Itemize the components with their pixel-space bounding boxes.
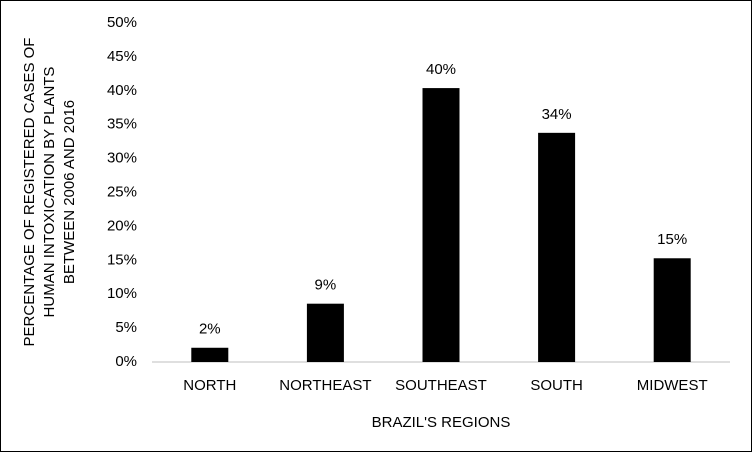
- bar: [653, 258, 691, 362]
- y-tick-label: 25%: [107, 183, 137, 200]
- y-tick-label: 20%: [107, 217, 137, 234]
- data-label: 40%: [426, 61, 456, 78]
- x-tick-label: SOUTH: [530, 377, 583, 394]
- y-tick-label: 30%: [107, 150, 137, 167]
- y-tick-label: 15%: [107, 251, 137, 268]
- x-tick-label: NORTH: [183, 377, 236, 394]
- x-tick-label: SOUTHEAST: [395, 377, 487, 394]
- bar: [538, 132, 576, 362]
- x-axis-label: BRAZIL'S REGIONS: [372, 414, 511, 431]
- y-tick-label: 5%: [115, 319, 137, 336]
- y-axis-label: PERCENTAGE OF REGISTERED CASES OF: [21, 38, 38, 347]
- y-tick-label: 40%: [107, 82, 137, 99]
- x-tick-label: MIDWEST: [637, 377, 708, 394]
- y-tick-label: 45%: [107, 48, 137, 65]
- x-tick-label: NORTHEAST: [279, 377, 371, 394]
- data-label: 34%: [542, 106, 572, 123]
- y-tick-label: 35%: [107, 116, 137, 133]
- data-label: 2%: [199, 321, 221, 338]
- y-axis-label: HUMAN INTOXICATION BY PLANTS: [41, 67, 58, 318]
- data-label: 15%: [657, 231, 687, 248]
- bar: [306, 303, 344, 362]
- y-tick-label: 10%: [107, 285, 137, 302]
- data-label: 9%: [315, 277, 337, 294]
- y-tick-label: 0%: [115, 353, 137, 370]
- bar: [191, 347, 229, 362]
- y-axis-label: BETWEEN 2006 AND 2016: [61, 100, 78, 284]
- bar: [422, 88, 460, 362]
- y-tick-label: 50%: [107, 14, 137, 31]
